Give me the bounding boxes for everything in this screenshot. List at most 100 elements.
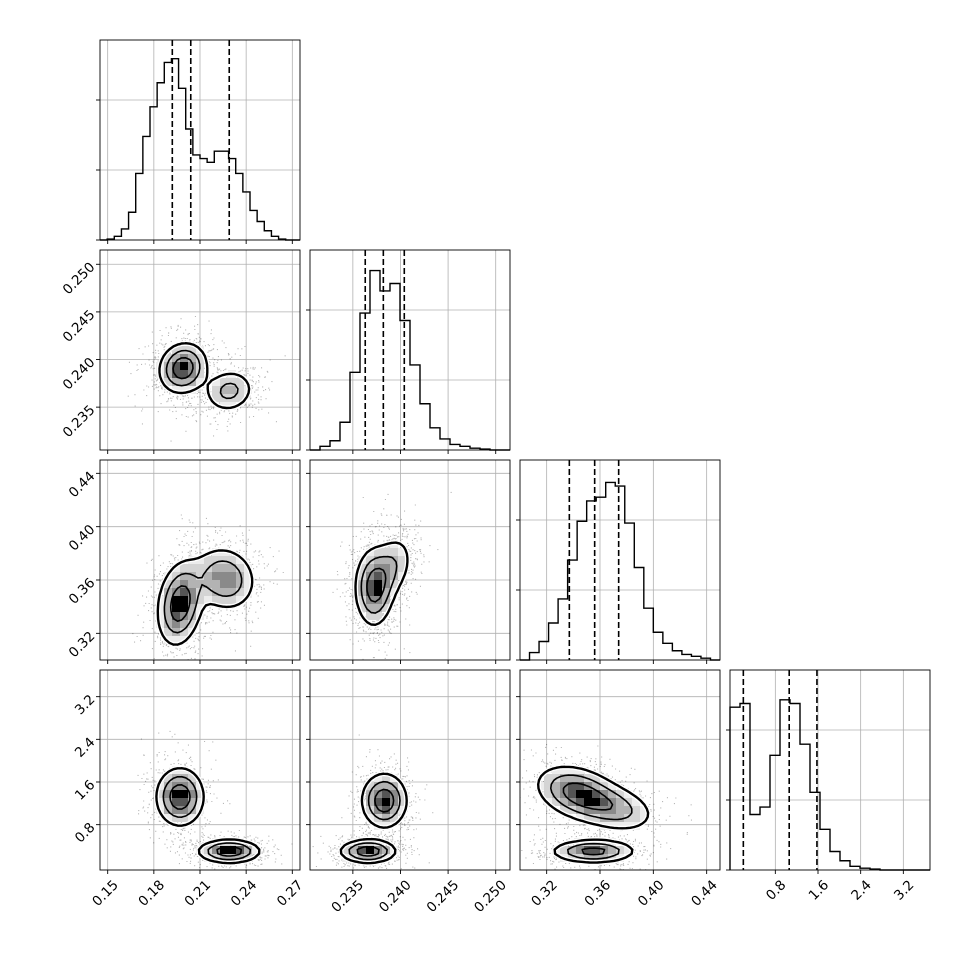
density-cell bbox=[374, 572, 382, 580]
density-cell bbox=[228, 564, 236, 572]
density-cell bbox=[228, 386, 236, 394]
density-cell bbox=[374, 588, 382, 596]
density-cell bbox=[180, 798, 188, 806]
hist-bar bbox=[810, 792, 820, 870]
density-cell bbox=[358, 846, 366, 854]
density-cell bbox=[624, 846, 632, 854]
hist-bar bbox=[625, 523, 635, 660]
density-cell bbox=[164, 370, 172, 378]
density-cell bbox=[180, 370, 188, 378]
hist-bar bbox=[420, 404, 430, 450]
density-contour bbox=[550, 774, 633, 860]
scatter-panel-2-1 bbox=[306, 459, 511, 664]
density-cell bbox=[560, 766, 568, 774]
density-cell bbox=[382, 806, 390, 814]
hist-bar bbox=[450, 444, 460, 450]
density-cell bbox=[616, 806, 624, 814]
hist-bar bbox=[558, 599, 568, 660]
density-cell bbox=[156, 790, 164, 798]
density-cell bbox=[398, 798, 406, 806]
hist-bar bbox=[750, 815, 760, 871]
x-tick-label: 0.18 bbox=[135, 877, 168, 910]
y-tick-label: 0.40 bbox=[66, 522, 99, 555]
density-cell bbox=[164, 612, 172, 620]
density-cell bbox=[220, 572, 228, 580]
x-tick-label: 3.2 bbox=[891, 877, 918, 904]
density-cell bbox=[220, 596, 228, 604]
hist-bar bbox=[830, 852, 840, 871]
density-cell bbox=[366, 564, 374, 572]
density-cell bbox=[358, 854, 366, 862]
density-cell bbox=[236, 564, 244, 572]
density-cell bbox=[196, 354, 204, 362]
density-cell bbox=[220, 588, 228, 596]
density-cell bbox=[398, 790, 406, 798]
density-cell bbox=[228, 846, 236, 854]
density-cell bbox=[172, 604, 180, 612]
density-cell bbox=[576, 806, 584, 814]
density-cell bbox=[544, 790, 552, 798]
density-cell bbox=[236, 572, 244, 580]
density-cell bbox=[164, 378, 172, 386]
density-cell bbox=[164, 790, 172, 798]
hist-bar bbox=[730, 707, 740, 870]
density-cell bbox=[188, 798, 196, 806]
density-cell bbox=[172, 620, 180, 628]
density-cell bbox=[616, 790, 624, 798]
hist-bar bbox=[380, 291, 390, 450]
density-cell bbox=[180, 628, 188, 636]
density-cell bbox=[172, 636, 180, 644]
density-cell bbox=[212, 564, 220, 572]
hist-bar bbox=[136, 173, 143, 240]
density-cell bbox=[568, 766, 576, 774]
density-cell bbox=[350, 846, 358, 854]
density-cell bbox=[164, 354, 172, 362]
density-cell bbox=[374, 548, 382, 556]
density-cell bbox=[172, 790, 180, 798]
y-tick-label: 0.44 bbox=[66, 468, 99, 501]
hist-bar bbox=[221, 151, 228, 240]
density-cell bbox=[212, 386, 220, 394]
density-cell bbox=[640, 814, 648, 822]
density-contour bbox=[537, 765, 650, 864]
histogram-panel-1 bbox=[306, 249, 511, 454]
x-tick-label: 0.8 bbox=[763, 877, 790, 904]
density-cell bbox=[228, 596, 236, 604]
hist-bar bbox=[820, 829, 830, 870]
density-cell bbox=[236, 846, 244, 854]
density-cell bbox=[196, 370, 204, 378]
density-cell bbox=[350, 854, 358, 862]
density-cell bbox=[390, 564, 398, 572]
density-cell bbox=[180, 596, 188, 604]
density-cell bbox=[252, 846, 260, 854]
density-cell bbox=[172, 354, 180, 362]
density-cell bbox=[196, 790, 204, 798]
density-cell bbox=[172, 362, 180, 370]
hist-bar bbox=[350, 372, 360, 450]
density-cell bbox=[172, 572, 180, 580]
density-cell bbox=[366, 612, 374, 620]
density-contour bbox=[156, 549, 254, 646]
hist-step-line bbox=[100, 58, 300, 241]
density-contour bbox=[165, 349, 239, 400]
hist-bar bbox=[615, 486, 625, 660]
density-cell bbox=[398, 548, 406, 556]
y-tick-label: 0.250 bbox=[60, 259, 99, 298]
hist-bar bbox=[157, 83, 164, 240]
density-cell bbox=[382, 548, 390, 556]
density-cell bbox=[584, 846, 592, 854]
density-cell bbox=[568, 774, 576, 782]
hist-bar bbox=[606, 482, 616, 660]
density-cell bbox=[398, 556, 406, 564]
density-cell bbox=[382, 588, 390, 596]
hist-bar bbox=[440, 439, 450, 450]
density-cell bbox=[164, 628, 172, 636]
density-cell bbox=[236, 596, 244, 604]
density-cell bbox=[552, 782, 560, 790]
hist-step-line bbox=[520, 481, 720, 661]
density-cell bbox=[390, 806, 398, 814]
density-contour bbox=[169, 585, 191, 622]
density-cell bbox=[366, 838, 374, 846]
density-cell bbox=[592, 854, 600, 862]
density-cell bbox=[398, 806, 406, 814]
